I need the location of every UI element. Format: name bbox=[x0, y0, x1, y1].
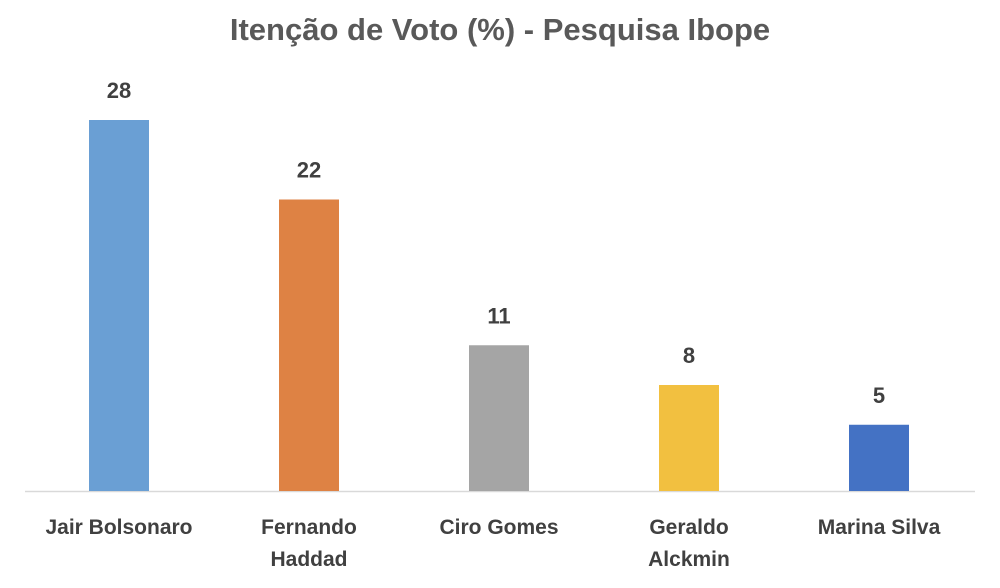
category-label-line: Haddad bbox=[270, 548, 347, 571]
bar bbox=[279, 199, 339, 491]
bar bbox=[849, 424, 909, 491]
category-label: Ciro Gomes bbox=[439, 516, 558, 539]
category-label: Marina Silva bbox=[818, 516, 941, 539]
category-label-line: Ciro Gomes bbox=[439, 516, 558, 539]
bar-value-label: 8 bbox=[683, 343, 695, 368]
bar-value-label: 28 bbox=[107, 78, 131, 103]
bar-value-label: 5 bbox=[873, 383, 885, 408]
category-label-line: Jair Bolsonaro bbox=[45, 516, 192, 539]
category-label: Fernando Haddad bbox=[261, 516, 357, 571]
bar bbox=[659, 385, 719, 491]
bar-value-label: 22 bbox=[297, 158, 321, 183]
category-label: Geraldo Alckmin bbox=[648, 516, 730, 571]
bar-value-label: 11 bbox=[487, 303, 510, 328]
category-label-line: Geraldo bbox=[649, 516, 728, 539]
bar bbox=[469, 345, 529, 491]
bar bbox=[89, 120, 149, 491]
chart-title: Itenção de Voto (%) - Pesquisa Ibope bbox=[229, 12, 771, 47]
category-label-line: Alckmin bbox=[648, 548, 730, 571]
category-label: Jair Bolsonaro bbox=[45, 516, 192, 539]
category-label-line: Marina Silva bbox=[818, 516, 941, 539]
category-label-line: Fernando bbox=[261, 516, 357, 539]
